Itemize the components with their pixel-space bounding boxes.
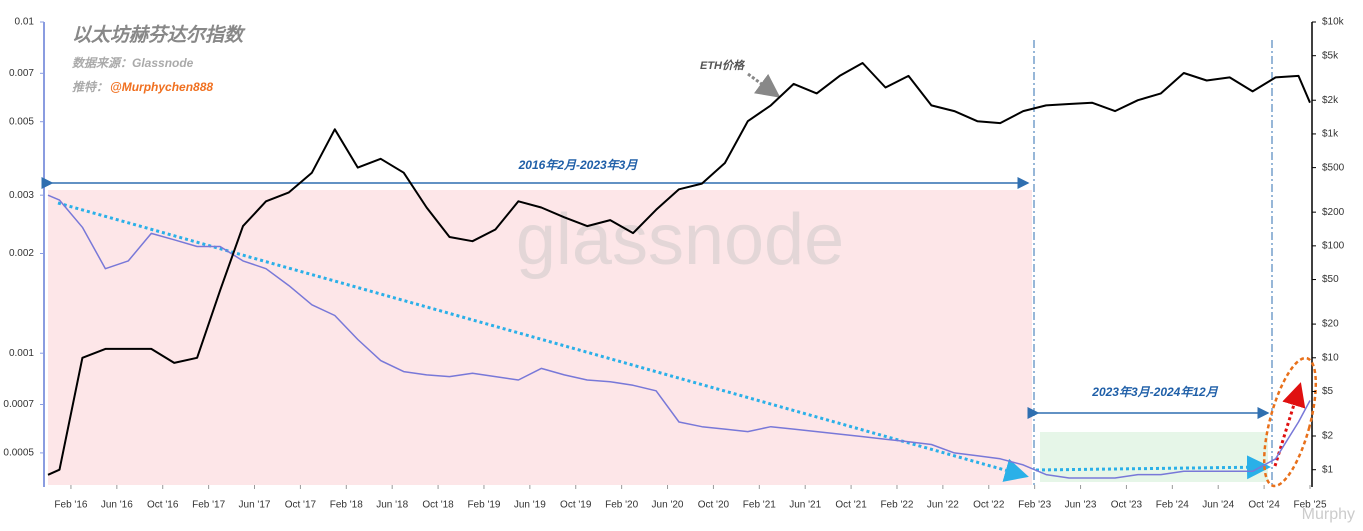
x-tick-label: Feb '16 bbox=[54, 500, 87, 511]
x-tick-label: Oct '23 bbox=[1111, 500, 1143, 511]
x-tick-label: Feb '24 bbox=[1156, 500, 1189, 511]
x-tick-label: Jun '24 bbox=[1202, 500, 1234, 511]
y2-tick-label: $20 bbox=[1322, 319, 1339, 330]
y-tick-label: 0.005 bbox=[9, 116, 34, 127]
x-tick-label: Feb '22 bbox=[880, 500, 913, 511]
y2-tick-label: $100 bbox=[1322, 240, 1345, 251]
x-tick-label: Oct '16 bbox=[147, 500, 179, 511]
x-tick-label: Oct '22 bbox=[973, 500, 1005, 511]
series-line bbox=[47, 194, 1311, 479]
x-tick-label: Feb '21 bbox=[743, 500, 776, 511]
source: 数据来源：Glassnode bbox=[72, 56, 194, 70]
y2-tick-label: $5k bbox=[1322, 50, 1339, 61]
x-tick-label: Jun '23 bbox=[1065, 500, 1097, 511]
x-tick-label: Jun '22 bbox=[927, 500, 959, 511]
author-prefix: 推特： bbox=[72, 80, 108, 94]
y2-tick-label: $2k bbox=[1322, 95, 1339, 106]
y2-tick-label: $10 bbox=[1322, 352, 1339, 363]
y-tick-label: 0.001 bbox=[9, 348, 34, 359]
x-tick-label: Oct '17 bbox=[285, 500, 317, 511]
period-shade bbox=[1040, 432, 1268, 482]
highlight-ellipse bbox=[1262, 356, 1318, 488]
y2-tick-label: $1k bbox=[1322, 129, 1339, 140]
x-tick-label: Feb '20 bbox=[605, 500, 638, 511]
y2-tick-label: $500 bbox=[1322, 162, 1345, 173]
x-tick-label: Feb '23 bbox=[1018, 500, 1051, 511]
x-tick-label: Jun '16 bbox=[101, 500, 133, 511]
trend-arrow bbox=[1035, 455, 1271, 480]
x-tick-label: Oct '24 bbox=[1248, 500, 1280, 511]
y-tick-label: 0.01 bbox=[15, 17, 35, 28]
y2-tick-label: $10k bbox=[1322, 17, 1345, 28]
x-tick-label: Oct '18 bbox=[422, 500, 454, 511]
y2-tick-label: $50 bbox=[1322, 274, 1339, 285]
x-tick-label: Feb '19 bbox=[467, 500, 500, 511]
y2-tick-label: $2 bbox=[1322, 431, 1334, 442]
annotation: 2023年3月-2024年12月 bbox=[1091, 385, 1218, 399]
x-tick-label: Jun '18 bbox=[376, 500, 408, 511]
author: @Murphychen888 bbox=[110, 80, 213, 94]
y2-tick-label: $5 bbox=[1322, 386, 1334, 397]
x-tick-label: Feb '25 bbox=[1293, 500, 1326, 511]
annotation: 2016年2月-2023年3月 bbox=[518, 158, 639, 172]
y-tick-label: 0.007 bbox=[9, 68, 34, 79]
x-tick-label: Jun '19 bbox=[514, 500, 546, 511]
corner-mark: Murphy bbox=[1302, 506, 1355, 523]
chart-title: 以太坊赫芬达尔指数 bbox=[72, 24, 246, 46]
label-arrow bbox=[747, 72, 781, 98]
x-tick-label: Feb '17 bbox=[192, 500, 225, 511]
y-tick-label: 0.0007 bbox=[3, 399, 34, 410]
x-tick-label: Jun '17 bbox=[239, 500, 271, 511]
y-tick-label: 0.0005 bbox=[3, 448, 34, 459]
watermark: glassnode bbox=[516, 200, 844, 280]
x-tick-label: Oct '20 bbox=[698, 500, 730, 511]
y2-tick-label: $200 bbox=[1322, 207, 1345, 218]
y2-tick-label: $1 bbox=[1322, 464, 1334, 475]
series-line bbox=[47, 62, 1311, 476]
y-tick-label: 0.002 bbox=[9, 248, 34, 259]
x-tick-label: Feb '18 bbox=[330, 500, 363, 511]
x-tick-label: Oct '19 bbox=[560, 500, 592, 511]
series-label: ETH价格 bbox=[700, 59, 746, 72]
x-tick-label: Jun '21 bbox=[789, 500, 821, 511]
x-tick-label: Oct '21 bbox=[835, 500, 867, 511]
x-tick-label: Jun '20 bbox=[652, 500, 684, 511]
y-tick-label: 0.003 bbox=[9, 190, 34, 201]
